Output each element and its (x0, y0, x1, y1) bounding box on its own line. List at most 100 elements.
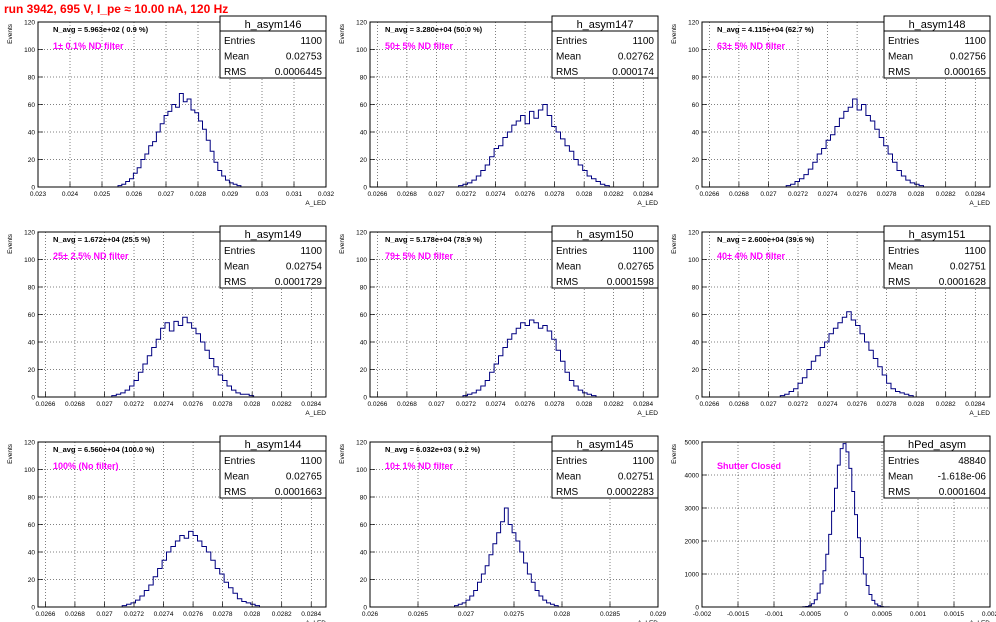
stats-value: 0.0001628 (939, 277, 987, 288)
stats-box (883, 15, 991, 79)
x-tick-label: 0.0015 (944, 611, 964, 618)
navg-label: N_avg = 6.560e+04 (100.0 %) (53, 445, 155, 454)
x-tick-label: -0.002 (693, 611, 712, 618)
x-tick-label: 0.0268 (65, 611, 85, 618)
x-tick-label: 0.0268 (729, 191, 749, 198)
x-tick-label: 0.029 (222, 191, 239, 198)
histogram-pad-h_asym147: 0.0266 0.0268 0.027 0.0272 0.0274 0.0276 0.027… (339, 15, 659, 207)
navg-label: N_avg = 1.672e+04 (25.5 %) (53, 235, 151, 244)
stats-box (219, 225, 327, 289)
stats-value: 0.02753 (286, 52, 323, 63)
navg-label: N_avg = 2.600e+04 (39.6 %) (717, 235, 815, 244)
x-tick-label: 0.0278 (213, 611, 233, 618)
y-tick-label: 40 (360, 130, 368, 137)
stats-key: Entries (224, 246, 255, 257)
y-tick-label: 60 (692, 312, 700, 319)
x-tick-label: 0.0282 (272, 611, 292, 618)
y-tick-label: 20 (692, 157, 700, 164)
filter-label: 79± 5% ND filter (385, 251, 453, 261)
x-tick-label: 0.0284 (965, 401, 985, 408)
stats-value: 1100 (632, 246, 654, 257)
stats-title: h_asym145 (577, 439, 634, 451)
x-tick-label: 0.0276 (515, 401, 535, 408)
y-tick-label: 100 (356, 467, 367, 474)
x-tick-label: 0.0278 (877, 191, 897, 198)
y-tick-label: 0 (31, 395, 35, 402)
y-tick-label: 80 (28, 285, 36, 292)
x-tick-label: 0.0282 (604, 401, 624, 408)
filter-label: 25± 2.5% ND filter (53, 251, 129, 261)
stats-value: 1100 (300, 456, 322, 467)
y-tick-label: 120 (356, 230, 367, 237)
stats-title: h_asym144 (245, 439, 302, 451)
stats-key: Mean (224, 52, 249, 63)
y-tick-label: 20 (28, 157, 36, 164)
histogram-line (785, 98, 924, 187)
histogram-pad-h_asym146: 0.023 0.024 0.025 0.026 0.027 0.028 0.029 0.03 0… (7, 15, 335, 207)
histogram-pad-h_asym150: 0.0266 0.0268 0.027 0.0272 0.0274 0.0276 0.027… (339, 225, 659, 417)
x-tick-label: 0.026 (126, 191, 143, 198)
x-tick-label: 0.0266 (699, 191, 719, 198)
x-tick-label: 0.0266 (367, 191, 387, 198)
x-tick-label: 0.025 (94, 191, 111, 198)
x-tick-label: 0.0268 (397, 401, 417, 408)
stats-value: 0.02751 (618, 472, 655, 483)
stats-key: Entries (888, 246, 919, 257)
x-tick-label: 0.0278 (545, 401, 565, 408)
x-tick-label: 0.0278 (213, 401, 233, 408)
x-tick-label: 0.028 (244, 401, 261, 408)
histogram-line (117, 93, 242, 187)
stats-key: Entries (556, 246, 587, 257)
stats-key: RMS (224, 67, 247, 78)
x-tick-label: -0.0015 (727, 611, 749, 618)
x-tick-label: 0.0276 (515, 191, 535, 198)
y-tick-label: 0 (363, 605, 367, 612)
x-tick-label: 0.0282 (936, 191, 956, 198)
stats-value: -1.618e-06 (938, 472, 987, 483)
stats-key: Mean (224, 262, 249, 273)
stats-title: h_asym148 (909, 19, 966, 31)
x-tick-label: 0.0266 (35, 611, 55, 618)
y-tick-label: 120 (356, 20, 367, 27)
stats-value: 1100 (964, 246, 986, 257)
y-axis-title: Events (339, 233, 346, 254)
x-tick-label: 0.028 (190, 191, 207, 198)
y-tick-label: 120 (24, 20, 35, 27)
filter-label: Shutter Closed (717, 461, 781, 471)
x-axis-title: A_LED (637, 620, 658, 622)
y-tick-label: 40 (692, 340, 700, 347)
histogram-line (802, 443, 890, 608)
x-tick-label: 0.0284 (633, 401, 653, 408)
stats-value: 1100 (632, 36, 654, 47)
x-tick-label: 0.0266 (35, 401, 55, 408)
stats-key: Mean (888, 262, 913, 273)
stats-key: RMS (224, 487, 247, 498)
y-tick-label: 20 (360, 367, 368, 374)
x-tick-label: 0.0268 (65, 401, 85, 408)
x-tick-label: 0.027 (760, 401, 777, 408)
y-tick-label: 2000 (685, 539, 700, 546)
y-tick-label: 40 (360, 550, 368, 557)
x-tick-label: 0.031 (286, 191, 303, 198)
y-tick-label: 40 (28, 340, 36, 347)
y-tick-label: 5000 (685, 440, 700, 447)
x-tick-label: 0.029 (650, 611, 667, 618)
stats-value: 48840 (958, 456, 986, 467)
stats-value: 0.02751 (950, 262, 987, 273)
x-tick-label: 0.028 (576, 191, 593, 198)
y-tick-label: 0 (31, 605, 35, 612)
y-tick-label: 0 (363, 185, 367, 192)
y-tick-label: 60 (692, 102, 700, 109)
x-tick-label: 0.0005 (872, 611, 892, 618)
x-tick-label: 0.0274 (818, 191, 838, 198)
y-axis-title: Events (671, 443, 678, 464)
filter-label: 1± 0.1% ND filter (53, 41, 124, 51)
stats-title: h_asym151 (909, 229, 966, 241)
stats-key: Mean (224, 472, 249, 483)
y-tick-label: 20 (692, 367, 700, 374)
stats-value: 0.02765 (286, 472, 323, 483)
stats-value: 1100 (300, 246, 322, 257)
x-tick-label: 0.028 (576, 401, 593, 408)
y-tick-label: 80 (360, 75, 368, 82)
x-tick-label: 0.027 (158, 191, 175, 198)
